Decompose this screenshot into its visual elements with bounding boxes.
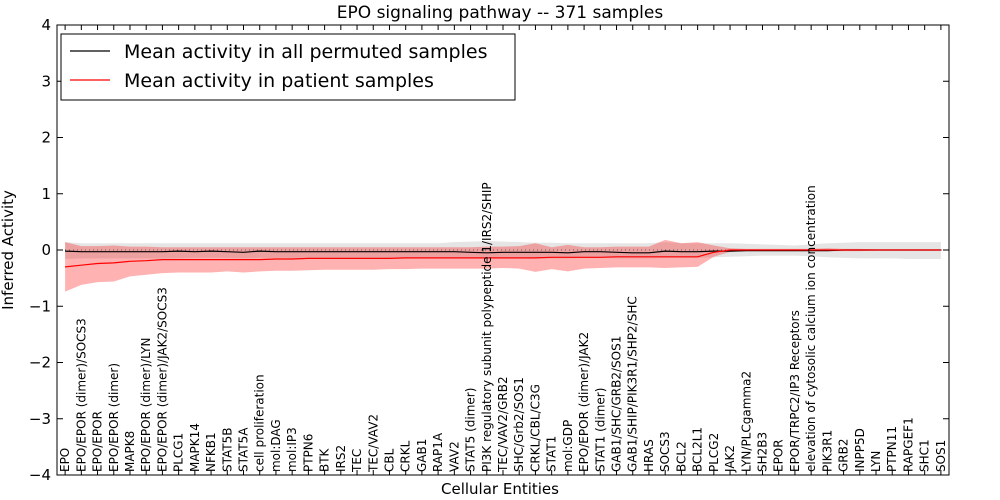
y-tick-label: 0 <box>41 241 51 259</box>
x-category-label: SH2B3 <box>756 432 770 472</box>
band-series-0 <box>65 241 941 259</box>
y-tick-label: 4 <box>41 16 51 34</box>
x-category-label: SOCS3 <box>658 431 672 472</box>
x-category-label: PIK3R1 <box>820 430 834 472</box>
legend-box <box>60 33 516 101</box>
x-category-label: EPO/EPOR (dimer)/SOCS3 <box>74 318 88 472</box>
x-category-label: CBL <box>383 448 397 472</box>
x-category-label: STAT5B <box>220 428 234 473</box>
x-category-label: EPO/EPOR (dimer) <box>107 363 121 472</box>
x-category-label: PI3K regulatory subunit polypeptide 1/IR… <box>480 182 494 472</box>
y-tick-label: 3 <box>41 72 51 90</box>
x-category-label: STAT1 <box>545 436 559 472</box>
confidence-bands <box>65 239 941 292</box>
x-category-label: TEC/VAV2/GRB2 <box>496 376 510 473</box>
y-axis-ticks: −4 −3 −2 −1 0 1 2 3 4 <box>29 16 949 484</box>
x-category-label: PTPN6 <box>301 434 315 472</box>
y-tick-label: −3 <box>29 410 51 428</box>
x-category-label: RAP1A <box>431 432 445 472</box>
x-category-label: EPO/EPOR (dimer)/JAK2 <box>577 332 591 472</box>
x-category-label: GRB2 <box>837 438 851 472</box>
x-category-label: SHC1 <box>918 439 932 472</box>
x-category-label: EPOR <box>772 439 786 472</box>
x-category-label: MAPK8 <box>123 431 137 472</box>
x-category-label: GAB1 <box>415 439 429 472</box>
plot-frame <box>56 24 950 476</box>
x-category-label: EPOR/TRPC2/IP3 Receptors <box>788 310 802 472</box>
x-category-label: mol:DAG <box>269 419 283 472</box>
x-category-label: STAT5 (dimer) <box>464 388 478 472</box>
y-tick-label: −4 <box>29 466 51 484</box>
x-category-label: BTK <box>318 447 332 472</box>
x-category-label: PLCG2 <box>707 433 721 472</box>
chart-title: EPO signaling pathway -- 371 samples <box>337 3 664 23</box>
x-category-label: STAT5A <box>237 427 251 472</box>
x-category-label: TEC/VAV2 <box>366 414 380 473</box>
legend: Mean activity in all permuted samples Me… <box>60 33 516 101</box>
x-axis-category-labels: EPO EPO/EPOR (dimer)/SOCS3 EPO/EPOR EPO/EPO… <box>58 25 948 475</box>
x-category-label: GAB1/SHC/GRB2/SOS1 <box>610 336 624 472</box>
x-category-label: mol:IP3 <box>285 427 299 472</box>
y-tick-label: −1 <box>29 297 51 315</box>
x-category-label: SHC/Grb2/SOS1 <box>512 377 526 472</box>
x-category-label: PTPN11 <box>885 426 899 472</box>
x-category-label: TEC <box>350 449 364 473</box>
x-category-label: EPO/EPOR <box>91 411 105 472</box>
x-category-label: SOS1 <box>934 440 948 472</box>
x-category-label: EPO/EPOR (dimer)/JAK2/SOCS3 <box>155 287 169 472</box>
y-tick-label: 1 <box>41 185 51 203</box>
y-tick-label: 2 <box>41 129 51 147</box>
x-category-label: mol:GDP <box>561 420 575 472</box>
series-lines <box>57 249 949 268</box>
x-category-label: NFKB1 <box>204 432 218 472</box>
x-category-label: IRS2 <box>334 445 348 472</box>
x-category-label: LYN <box>869 451 883 472</box>
x-category-label: elevation of cytosolic calcium ion conce… <box>804 185 818 472</box>
x-category-label: BCL2 <box>674 441 688 472</box>
x-category-label: RAPGEF1 <box>902 417 916 472</box>
x-category-label: LYN/PLCgamma2 <box>739 371 753 472</box>
legend-label-patient: Mean activity in patient samples <box>124 70 434 92</box>
x-category-label: EPO <box>58 448 72 472</box>
y-axis-label: Inferred Activity <box>0 190 17 310</box>
x-category-label: JAK2 <box>723 445 737 473</box>
x-category-label: CRKL <box>399 440 413 472</box>
x-category-label: GAB1/SHIP/PIK3R1/SHP2/SHC <box>626 296 640 472</box>
x-category-label: CRKL/CBL/C3G <box>528 384 542 472</box>
y-tick-label: −2 <box>29 354 51 372</box>
x-category-label: MAPK14 <box>188 423 202 472</box>
x-category-label: INPP5D <box>853 428 867 472</box>
band-series-1 <box>65 239 941 292</box>
x-category-label: STAT1 (dimer) <box>593 388 607 472</box>
legend-label-permuted: Mean activity in all permuted samples <box>124 41 487 63</box>
x-category-label: BCL2L1 <box>691 427 705 472</box>
x-axis-label: Cellular Entities <box>441 480 559 498</box>
x-category-label: EPO/EPOR (dimer)/LYN <box>139 338 153 472</box>
x-category-label: PLCG1 <box>172 433 186 472</box>
series-line-1 <box>65 249 941 268</box>
x-category-label: HRAS <box>642 439 656 472</box>
x-category-label: cell proliferation <box>253 374 267 472</box>
x-category-label: VAV2 <box>447 441 461 472</box>
